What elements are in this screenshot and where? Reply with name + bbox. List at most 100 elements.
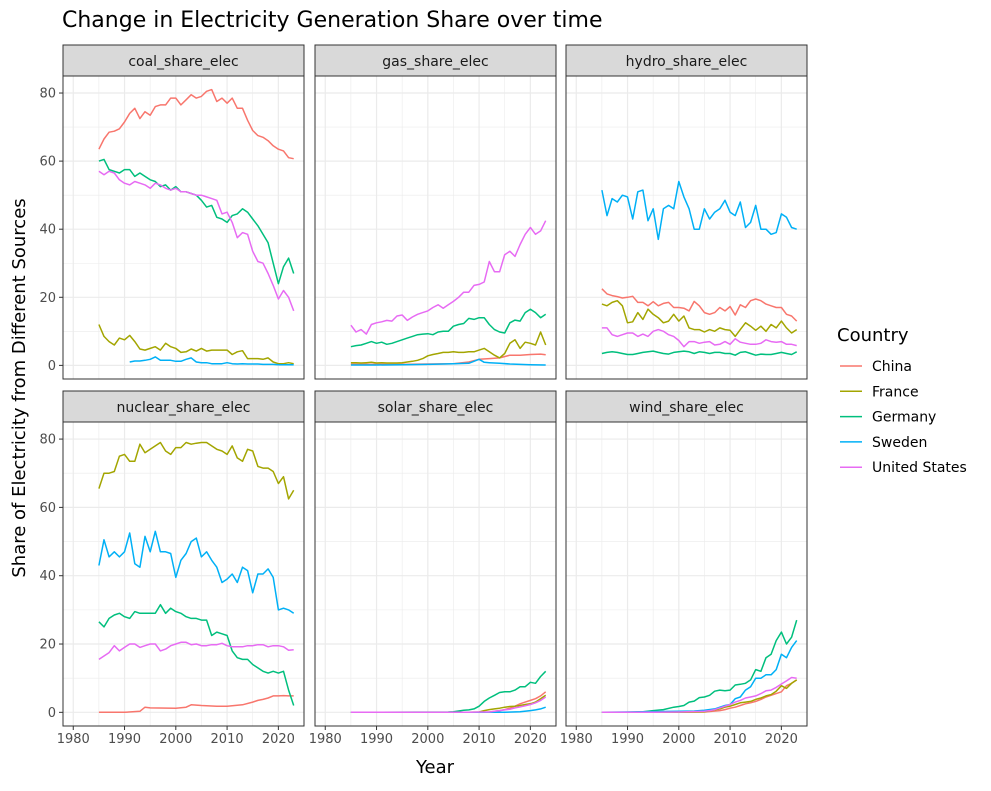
series-line-france <box>350 331 547 364</box>
legend-item-united-states: United States <box>840 460 967 476</box>
series-line-united-states <box>98 641 294 661</box>
panel-coal-share-elec: coal_share_elec 0 20 40 60 80 <box>39 44 305 380</box>
series-line-germany <box>98 603 295 706</box>
gridlines <box>63 76 304 379</box>
series-line-united-states <box>350 220 547 335</box>
x-tick-label: 1990 <box>360 732 393 747</box>
series-lines <box>98 88 295 366</box>
series-line-france <box>98 324 294 365</box>
series-line-france <box>601 299 798 338</box>
panel-background <box>315 422 556 726</box>
x-tick-label: 1990 <box>108 732 141 747</box>
x-tick-label: 1980 <box>560 732 593 747</box>
y-tick-label: 0 <box>48 706 56 721</box>
strip-nuclear-share-elec <box>62 390 305 423</box>
legend-items: China France Germany Sweden United States <box>840 359 967 476</box>
series-line-sweden <box>601 640 798 714</box>
x-tick-label: 2000 <box>411 732 444 747</box>
panel-solar-share-elec: solar_share_elec 1980 1990 2000 2010 2020 <box>309 390 557 747</box>
x-tick-label: 2010 <box>714 732 747 747</box>
panel-nuclear-share-elec: nuclear_share_elec 0 20 40 60 80 1980 1990 2000 2… <box>39 390 305 747</box>
panel-gas-share-elec: gas_share_elec <box>314 44 557 380</box>
strip-wind-share-elec <box>565 390 808 423</box>
x-tick-label: 2000 <box>159 732 192 747</box>
chart-title: Change in Electricity Generation Share o… <box>62 8 603 33</box>
panel-border <box>314 75 557 380</box>
legend-item-china: China <box>840 359 912 375</box>
panel-border <box>62 75 305 380</box>
legend-label-france: France <box>872 384 919 400</box>
strip-label-hydro-share-elec: hydro_share_elec <box>626 54 748 70</box>
y-tick-label: 60 <box>39 501 56 516</box>
legend-item-germany: Germany <box>840 410 936 426</box>
strip-label-wind-share-elec: wind_share_elec <box>629 400 744 416</box>
panel-background <box>63 76 304 379</box>
series-line-germany <box>350 308 547 348</box>
x-tick-label: 1980 <box>57 732 90 747</box>
series-lines <box>601 619 798 714</box>
legend-item-france: France <box>840 384 919 400</box>
series-line-germany <box>601 350 798 356</box>
gridlines <box>315 76 556 379</box>
x-tick-label: 1980 <box>309 732 342 747</box>
panel-wind-share-elec: wind_share_elec 1980 1990 2000 2010 2020 <box>560 390 808 747</box>
x-tick-label: 2020 <box>765 732 798 747</box>
series-line-united-states <box>601 327 797 348</box>
series-line-china <box>601 679 798 714</box>
strip-label-coal-share-elec: coal_share_elec <box>128 54 238 70</box>
strip-label-gas-share-elec: gas_share_elec <box>382 54 488 70</box>
y-axis-label: Share of Electricity from Different Sour… <box>9 198 30 577</box>
series-line-united-states <box>350 696 547 714</box>
x-tick-label: 2020 <box>262 732 295 747</box>
panel-border <box>565 421 808 727</box>
x-tick-label: 1990 <box>611 732 644 747</box>
y-tick-label: 80 <box>39 87 56 102</box>
series-lines <box>350 220 547 366</box>
panel-border <box>565 75 808 380</box>
y-tick-label: 40 <box>39 223 56 238</box>
facet-panels: coal_share_elec 0 20 40 60 80 gas_share_elec hy… <box>39 44 808 747</box>
series-line-sweden <box>601 180 797 241</box>
panel-border <box>314 421 557 727</box>
y-tick-label: 40 <box>39 569 56 584</box>
panel-background <box>315 76 556 379</box>
strip-coal-share-elec <box>62 44 305 77</box>
x-axis-label: Year <box>415 757 455 778</box>
legend: Country China France Germany Sweden United S… <box>837 325 967 476</box>
x-tick-label: 2020 <box>514 732 547 747</box>
y-tick-label: 80 <box>39 433 56 448</box>
series-line-sweden <box>350 358 546 366</box>
y-tick-label: 20 <box>39 291 56 306</box>
series-line-germany <box>601 619 798 714</box>
y-tick-label: 20 <box>39 638 56 653</box>
series-line-sweden <box>98 530 295 614</box>
legend-item-sweden: Sweden <box>840 435 927 451</box>
gridlines <box>315 422 556 726</box>
legend-label-sweden: Sweden <box>872 435 927 451</box>
series-lines <box>601 180 798 356</box>
series-lines <box>350 670 547 714</box>
series-line-united-states <box>601 676 797 714</box>
strip-label-solar-share-elec: solar_share_elec <box>378 400 494 416</box>
gridlines <box>63 422 304 726</box>
gridlines <box>566 76 807 379</box>
series-line-china <box>98 88 294 160</box>
x-tick-label: 2010 <box>211 732 244 747</box>
series-line-sweden <box>129 356 294 366</box>
series-lines <box>98 441 295 714</box>
gridlines <box>566 422 807 726</box>
series-line-china <box>601 288 798 322</box>
strip-label-nuclear-share-elec: nuclear_share_elec <box>117 400 251 416</box>
panel-hydro-share-elec: hydro_share_elec <box>565 44 808 380</box>
x-tick-label: 2010 <box>463 732 496 747</box>
legend-label-china: China <box>872 359 912 375</box>
panel-border <box>62 421 305 727</box>
legend-label-united-states: United States <box>872 460 967 476</box>
y-tick-label: 0 <box>48 359 56 374</box>
series-line-germany <box>350 670 547 714</box>
x-tick-label: 2000 <box>662 732 695 747</box>
legend-label-germany: Germany <box>872 410 936 426</box>
y-tick-label: 60 <box>39 155 56 170</box>
